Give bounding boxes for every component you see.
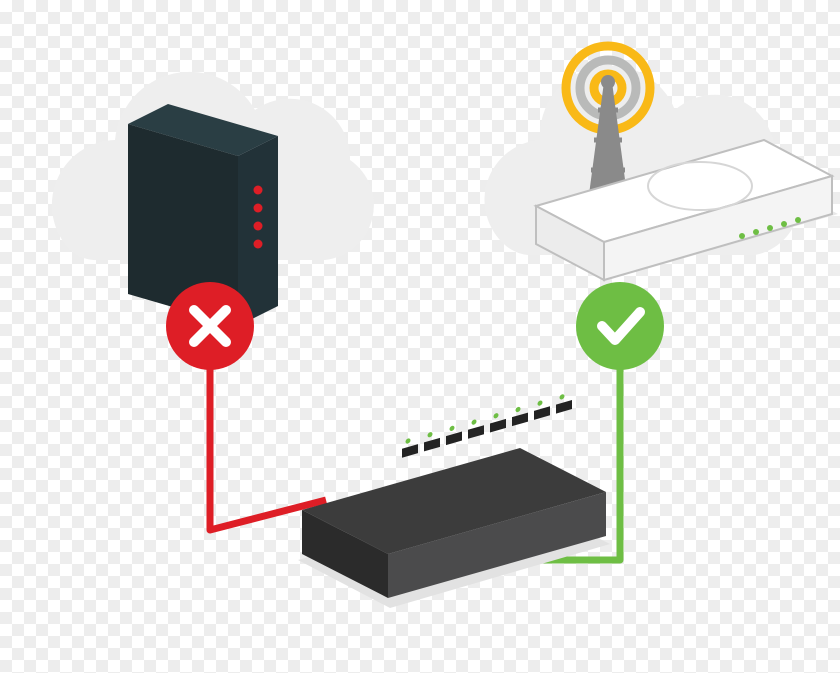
switch-ports — [402, 400, 572, 458]
link-primary-fail — [210, 340, 326, 530]
network-switch — [298, 394, 610, 608]
diagram-canvas: { "type": "infographic", "canvas": { "wi… — [0, 0, 840, 673]
switch-leds — [406, 394, 565, 445]
status-fail — [166, 282, 254, 370]
status-ok — [576, 282, 664, 370]
